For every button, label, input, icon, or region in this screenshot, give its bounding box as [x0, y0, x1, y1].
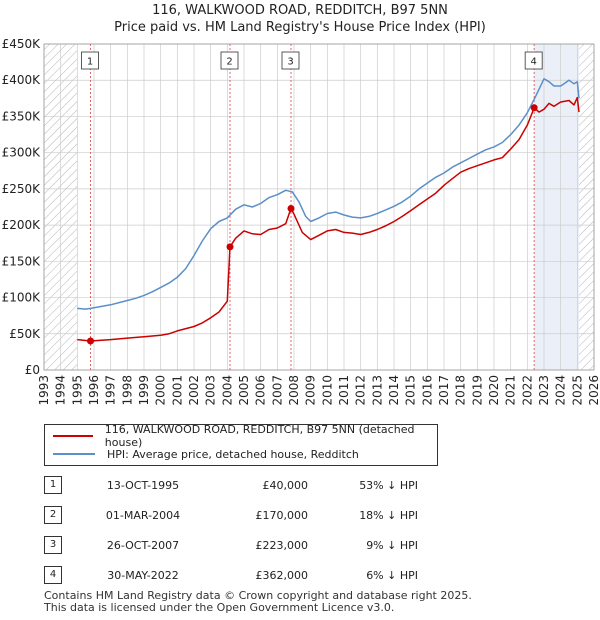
- x-tick-label: 2020: [487, 375, 501, 406]
- sale-number-box: [81, 51, 99, 70]
- x-tick-label: 2011: [337, 375, 351, 406]
- x-tick-label: 1997: [104, 375, 118, 406]
- x-tick-label: 1993: [37, 375, 51, 406]
- legend-item-property: 116, WALKWOOD ROAD, REDDITCH, B97 5NN (d…: [53, 423, 437, 449]
- sale-price: £40,000: [262, 478, 309, 492]
- x-tick-label: 1999: [137, 375, 151, 406]
- legend-swatch-property: [53, 435, 93, 437]
- y-tick-label: £100K: [2, 291, 42, 305]
- sale-number-badge: 4: [44, 566, 62, 584]
- sale-hpi-diff: 18% ↓ HPI: [359, 508, 418, 522]
- sale-number-box: [281, 51, 300, 70]
- title-line-2: Price paid vs. HM Land Registry's House …: [114, 20, 486, 35]
- property-price-line: [77, 96, 580, 342]
- x-tick-label: 2010: [320, 375, 334, 406]
- plot-frame: [43, 43, 595, 371]
- x-tick-label: 1995: [70, 375, 84, 406]
- legend: 116, WALKWOOD ROAD, REDDITCH, B97 5NN (d…: [44, 423, 438, 466]
- plot-area: [44, 44, 594, 370]
- x-tick-label: 2008: [287, 375, 301, 406]
- sale-point: [226, 243, 234, 251]
- footer-licence: This data is licensed under the Open Gov…: [44, 601, 395, 614]
- sale-date: 01-MAR-2004: [105, 508, 181, 522]
- x-tick-label: 2025: [570, 375, 584, 406]
- x-tick-label: 2002: [187, 375, 201, 406]
- legend-item-hpi: HPI: Average price, detached house, Redd…: [53, 446, 359, 462]
- x-tick-label: 2000: [154, 375, 168, 406]
- sale-date: 26-OCT-2007: [106, 538, 180, 552]
- sales-table: 1 13-OCT-1995 £40,000 53% ↓ HPI 2 01-MAR…: [44, 470, 418, 590]
- x-tick-label: 2019: [470, 375, 484, 406]
- sale-price: £223,000: [255, 538, 309, 552]
- sale-number-badge: 3: [44, 536, 62, 554]
- hatched-region: [579, 44, 594, 370]
- x-tick-label: 2006: [254, 375, 268, 406]
- sale-number-badge: 2: [44, 506, 62, 524]
- x-tick-label: 2014: [387, 375, 401, 406]
- x-tick-label: 2009: [304, 375, 318, 406]
- x-tick-label: 2018: [454, 375, 468, 406]
- chart-title: 116, WALKWOOD ROAD, REDDITCH, B97 5NN Pr…: [0, 2, 600, 36]
- sale-date: 13-OCT-1995: [106, 478, 180, 492]
- x-tick-label: 2007: [270, 375, 284, 406]
- x-tick-label: 2001: [170, 375, 184, 406]
- x-tick-label: 2017: [437, 375, 451, 406]
- x-tick-label: 2016: [420, 375, 434, 406]
- post-sale-shade: [534, 44, 579, 370]
- sale-number-box: [220, 51, 239, 70]
- title-line-1: 116, WALKWOOD ROAD, REDDITCH, B97 5NN: [152, 3, 448, 18]
- sale-number-label: 1: [87, 57, 93, 68]
- x-tick-label: 2021: [504, 375, 518, 406]
- x-tick-label: 2004: [220, 375, 234, 406]
- sales-row: 2 01-MAR-2004 £170,000 18% ↓ HPI: [44, 500, 418, 530]
- hpi-line: [77, 78, 580, 310]
- sales-row: 4 30-MAY-2022 £362,000 6% ↓ HPI: [44, 560, 418, 590]
- legend-swatch-hpi: [53, 453, 95, 455]
- sale-hpi-diff: 53% ↓ HPI: [359, 478, 418, 492]
- sale-price: £170,000: [255, 508, 309, 522]
- sale-number-box: [524, 51, 543, 70]
- y-tick-label: £400K: [2, 73, 42, 87]
- sale-point: [530, 104, 538, 112]
- sale-number-label: 2: [226, 57, 232, 68]
- y-tick-label: £200K: [2, 218, 42, 232]
- sales-row: 1 13-OCT-1995 £40,000 53% ↓ HPI: [44, 470, 418, 500]
- sale-number-badge: 1: [44, 476, 62, 494]
- x-tick-label: 2012: [354, 375, 368, 406]
- x-tick-label: 1996: [87, 375, 101, 406]
- x-tick-label: 2026: [587, 375, 600, 406]
- x-tick-label: 2005: [237, 375, 251, 406]
- footer-copyright: Contains HM Land Registry data © Crown c…: [44, 589, 472, 602]
- y-tick-label: £450K: [2, 37, 42, 51]
- y-tick-label: £0: [25, 363, 40, 377]
- x-tick-label: 2013: [370, 375, 384, 406]
- x-tick-label: 2024: [554, 375, 568, 406]
- y-tick-label: £300K: [2, 146, 42, 160]
- x-tick-label: 2015: [404, 375, 418, 406]
- y-tick-label: £50K: [9, 327, 41, 341]
- sale-price: £362,000: [255, 568, 309, 582]
- sale-number-label: 3: [287, 57, 293, 68]
- x-tick-label: 2023: [537, 375, 551, 406]
- sale-point: [287, 204, 295, 212]
- y-tick-label: £250K: [2, 182, 42, 196]
- sale-point: [87, 337, 94, 345]
- sales-row: 3 26-OCT-2007 £223,000 9% ↓ HPI: [44, 530, 418, 560]
- y-tick-label: £350K: [2, 109, 42, 123]
- x-tick-label: 1998: [120, 375, 134, 406]
- sale-number-label: 4: [530, 57, 536, 68]
- price-chart: £0 £50K £100K £150K £200K £250K £300K £350K £400…: [2, 37, 600, 406]
- y-tick-label: £150K: [2, 254, 42, 268]
- x-tick-label: 2003: [204, 375, 218, 406]
- sale-hpi-diff: 9% ↓ HPI: [366, 538, 418, 552]
- x-tick-label: 2022: [520, 375, 534, 406]
- legend-label-property: 116, WALKWOOD ROAD, REDDITCH, B97 5NN (d…: [104, 423, 415, 449]
- sale-date: 30-MAY-2022: [107, 568, 179, 582]
- footer: Contains HM Land Registry data © Crown c…: [44, 590, 472, 614]
- legend-label-hpi: HPI: Average price, detached house, Redd…: [107, 447, 359, 461]
- x-tick-label: 1994: [54, 375, 68, 406]
- sale-hpi-diff: 6% ↓ HPI: [366, 568, 418, 582]
